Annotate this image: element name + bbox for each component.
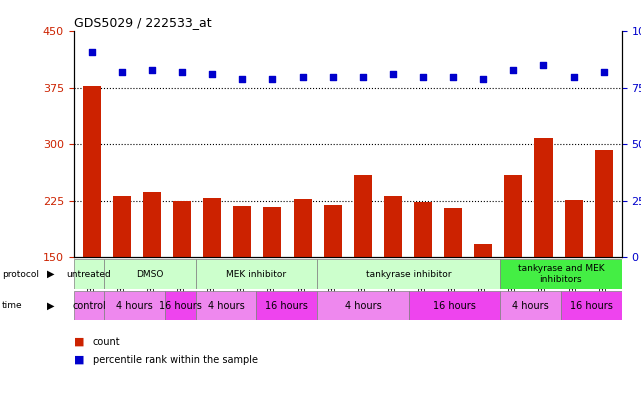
Text: time: time	[2, 301, 22, 310]
Text: DMSO: DMSO	[136, 270, 163, 279]
Text: ▶: ▶	[47, 269, 54, 279]
FancyBboxPatch shape	[317, 291, 409, 320]
Bar	[474, 244, 492, 257]
Bar	[113, 196, 131, 257]
Text: GDS5029 / 222533_at: GDS5029 / 222533_at	[74, 16, 212, 29]
FancyBboxPatch shape	[74, 259, 104, 289]
Text: MEK inhibitor: MEK inhibitor	[226, 270, 287, 279]
Point	[297, 73, 308, 80]
Text: tankyrase inhibitor: tankyrase inhibitor	[366, 270, 451, 279]
Text: 4 hours: 4 hours	[345, 301, 381, 310]
Bar	[504, 174, 522, 257]
Point	[388, 71, 398, 77]
Bar	[565, 200, 583, 257]
Bar	[203, 198, 221, 257]
FancyBboxPatch shape	[74, 291, 104, 320]
FancyBboxPatch shape	[317, 259, 500, 289]
Text: untreated: untreated	[67, 270, 112, 279]
Text: 16 hours: 16 hours	[265, 301, 308, 310]
Bar	[143, 192, 161, 257]
Text: 16 hours: 16 hours	[570, 301, 613, 310]
FancyBboxPatch shape	[104, 291, 165, 320]
Text: 4 hours: 4 hours	[208, 301, 244, 310]
Bar	[414, 202, 432, 257]
Point	[358, 73, 368, 80]
Point	[147, 67, 157, 73]
Bar	[595, 151, 613, 257]
Text: control: control	[72, 301, 106, 310]
FancyBboxPatch shape	[165, 291, 196, 320]
Point	[448, 73, 458, 80]
Bar	[324, 205, 342, 257]
FancyBboxPatch shape	[561, 291, 622, 320]
Text: ■: ■	[74, 337, 84, 347]
Point	[267, 76, 278, 82]
Bar	[294, 199, 312, 257]
Bar	[354, 174, 372, 257]
FancyBboxPatch shape	[104, 259, 196, 289]
FancyBboxPatch shape	[196, 291, 256, 320]
FancyBboxPatch shape	[256, 291, 317, 320]
Bar	[263, 207, 281, 257]
Text: tankyrase and MEK
inhibitors: tankyrase and MEK inhibitors	[517, 264, 604, 284]
Point	[177, 69, 187, 75]
Point	[207, 71, 217, 77]
Text: ▶: ▶	[47, 301, 54, 310]
Point	[418, 73, 428, 80]
Bar	[233, 206, 251, 257]
Bar	[444, 208, 462, 257]
Text: ■: ■	[74, 354, 84, 365]
Point	[117, 69, 127, 75]
Text: 4 hours: 4 hours	[116, 301, 153, 310]
Bar	[384, 196, 402, 257]
FancyBboxPatch shape	[500, 259, 622, 289]
Text: percentile rank within the sample: percentile rank within the sample	[93, 354, 258, 365]
Point	[328, 73, 338, 80]
Text: 16 hours: 16 hours	[433, 301, 476, 310]
Text: count: count	[93, 337, 121, 347]
Point	[569, 73, 579, 80]
FancyBboxPatch shape	[500, 291, 561, 320]
Text: 4 hours: 4 hours	[512, 301, 549, 310]
FancyBboxPatch shape	[196, 259, 317, 289]
Point	[599, 69, 609, 75]
Point	[237, 76, 247, 82]
Bar	[173, 201, 191, 257]
Bar	[83, 86, 101, 257]
FancyBboxPatch shape	[409, 291, 500, 320]
Point	[87, 49, 97, 55]
Text: 16 hours: 16 hours	[159, 301, 202, 310]
Point	[478, 76, 488, 82]
Bar	[535, 138, 553, 257]
Point	[508, 67, 519, 73]
Text: protocol: protocol	[2, 270, 39, 279]
Point	[538, 62, 549, 68]
